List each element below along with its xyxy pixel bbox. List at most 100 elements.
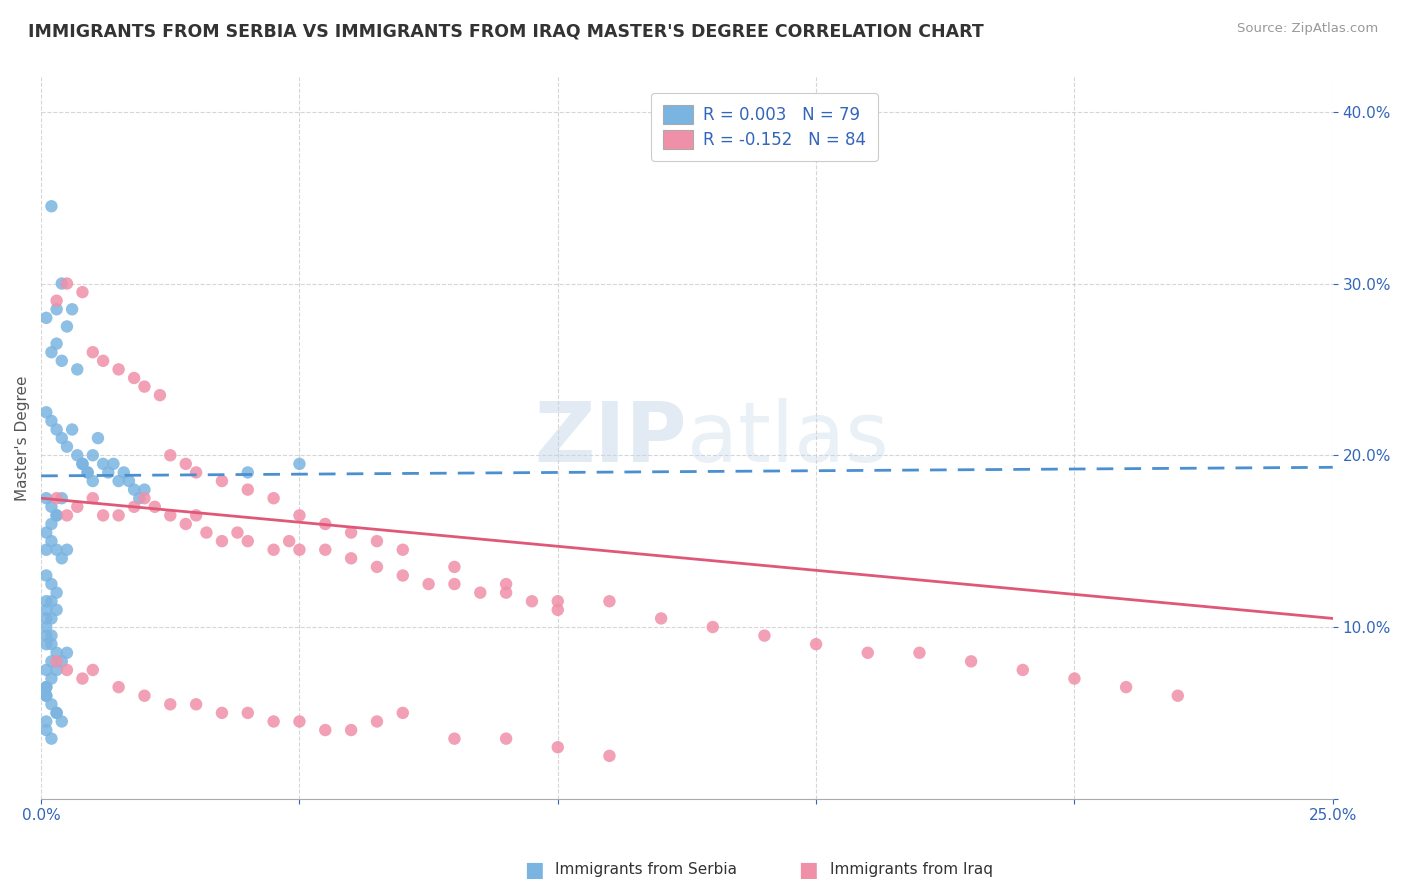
Point — [45, 293, 67, 308]
Point — [107, 508, 129, 523]
Point — [226, 525, 249, 540]
Point — [340, 551, 363, 566]
Point — [211, 534, 233, 549]
Point — [470, 585, 492, 599]
Point — [495, 585, 517, 599]
Point — [35, 620, 58, 634]
Point — [314, 516, 336, 531]
Point — [56, 508, 79, 523]
Point — [45, 302, 67, 317]
Point — [495, 577, 517, 591]
Point — [35, 542, 58, 557]
Point — [211, 474, 233, 488]
Point — [314, 542, 336, 557]
Point — [103, 457, 125, 471]
Point — [87, 431, 110, 445]
Point — [66, 500, 89, 514]
Point — [288, 457, 311, 471]
Point — [174, 457, 197, 471]
Point — [41, 654, 63, 668]
Point — [76, 466, 98, 480]
Point — [122, 371, 145, 385]
Point — [41, 534, 63, 549]
Point — [134, 379, 156, 393]
Point — [51, 714, 73, 729]
Point — [72, 285, 94, 299]
Point — [1115, 680, 1137, 694]
Text: atlas: atlas — [688, 398, 889, 479]
Point — [443, 560, 465, 574]
Point — [35, 663, 58, 677]
Point — [547, 740, 569, 755]
Point — [263, 714, 285, 729]
Point — [35, 629, 58, 643]
Point — [72, 672, 94, 686]
Point — [45, 706, 67, 720]
Point — [960, 654, 983, 668]
Point — [650, 611, 672, 625]
Point — [418, 577, 440, 591]
Point — [51, 431, 73, 445]
Point — [45, 663, 67, 677]
Point — [134, 483, 156, 497]
Point — [82, 448, 104, 462]
Text: ■: ■ — [524, 860, 544, 880]
Point — [443, 731, 465, 746]
Point — [35, 568, 58, 582]
Point — [35, 611, 58, 625]
Point — [35, 525, 58, 540]
Point — [35, 723, 58, 737]
Point — [366, 714, 388, 729]
Point — [340, 723, 363, 737]
Point — [547, 594, 569, 608]
Point — [1167, 689, 1189, 703]
Legend: R = 0.003   N = 79, R = -0.152   N = 84: R = 0.003 N = 79, R = -0.152 N = 84 — [651, 93, 877, 161]
Point — [56, 319, 79, 334]
Point — [91, 508, 114, 523]
Point — [35, 680, 58, 694]
Point — [51, 491, 73, 506]
Point — [41, 414, 63, 428]
Point — [56, 542, 79, 557]
Point — [91, 457, 114, 471]
Point — [41, 629, 63, 643]
Point — [143, 500, 166, 514]
Point — [174, 516, 197, 531]
Point — [184, 508, 207, 523]
Point — [72, 457, 94, 471]
Point — [184, 698, 207, 712]
Point — [804, 637, 827, 651]
Point — [45, 603, 67, 617]
Point — [56, 440, 79, 454]
Point — [366, 534, 388, 549]
Point — [236, 466, 259, 480]
Point — [35, 689, 58, 703]
Point — [56, 646, 79, 660]
Point — [1063, 672, 1085, 686]
Point — [41, 500, 63, 514]
Point — [60, 423, 83, 437]
Text: Immigrants from Iraq: Immigrants from Iraq — [830, 863, 993, 877]
Point — [35, 491, 58, 506]
Point — [112, 466, 135, 480]
Point — [41, 672, 63, 686]
Point — [754, 629, 776, 643]
Point — [134, 689, 156, 703]
Point — [149, 388, 172, 402]
Point — [134, 491, 156, 506]
Point — [41, 611, 63, 625]
Point — [547, 603, 569, 617]
Point — [41, 731, 63, 746]
Point — [263, 491, 285, 506]
Point — [122, 483, 145, 497]
Point — [35, 310, 58, 325]
Point — [195, 525, 218, 540]
Point — [51, 354, 73, 368]
Point — [51, 551, 73, 566]
Point — [443, 577, 465, 591]
Point — [908, 646, 931, 660]
Text: ZIP: ZIP — [534, 398, 688, 479]
Point — [366, 560, 388, 574]
Point — [45, 508, 67, 523]
Point — [856, 646, 879, 660]
